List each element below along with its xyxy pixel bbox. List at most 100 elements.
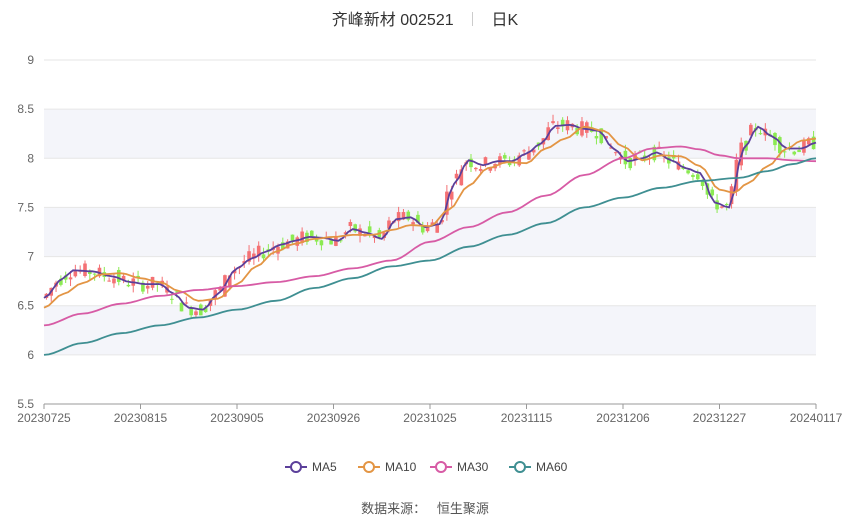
candle-body <box>474 167 478 170</box>
candle-body <box>88 270 92 274</box>
candle-body <box>319 240 324 246</box>
candle-body <box>483 157 488 165</box>
candle-body <box>213 290 218 299</box>
candle-body <box>290 234 295 241</box>
candle-body <box>242 261 247 264</box>
candle-body <box>396 212 401 222</box>
candle-body <box>440 219 444 223</box>
candle-body <box>334 237 338 246</box>
source-label: 数据来源： <box>361 501 427 516</box>
candle-body <box>758 133 763 135</box>
candle-body <box>309 230 314 237</box>
candle-body <box>420 225 425 233</box>
candle-body <box>97 267 102 277</box>
x-tick-label: 20230905 <box>210 411 264 425</box>
candle-body <box>778 137 782 154</box>
legend-label: MA10 <box>385 460 417 474</box>
period-label: 日K <box>491 12 519 29</box>
candle-body <box>218 287 222 291</box>
candle-body <box>792 151 797 155</box>
legend-label: MA30 <box>457 460 489 474</box>
candle-body <box>715 200 719 210</box>
candle-body <box>203 307 208 313</box>
candle-body <box>507 161 512 166</box>
candle-body <box>749 124 753 136</box>
candle-body <box>686 170 690 174</box>
candle-body <box>343 232 348 235</box>
stock-name-code: 齐峰新材 002521 <box>331 12 454 29</box>
plot-band <box>44 109 816 159</box>
candle-body <box>724 204 729 206</box>
candle-body <box>454 173 459 179</box>
candle-body <box>179 302 184 312</box>
ma-lines <box>43 123 817 356</box>
candle-body <box>425 225 430 232</box>
plot-bands <box>44 109 816 355</box>
candle-body <box>551 121 555 124</box>
legend-swatch-dot <box>363 461 375 473</box>
candle-body <box>729 186 734 205</box>
y-tick-label: 8.5 <box>17 102 34 116</box>
x-tick-label: 20231115 <box>501 411 553 425</box>
legend-swatch-dot <box>435 461 447 473</box>
candle-body <box>700 179 705 186</box>
candle-body <box>802 139 806 153</box>
source-name: 恒生聚源 <box>436 501 489 516</box>
candle-body <box>459 169 464 186</box>
candle-body <box>358 228 362 236</box>
candle-body <box>411 222 415 225</box>
x-tick-label: 20230926 <box>307 411 361 425</box>
candle-body <box>112 278 116 284</box>
candle-body <box>300 231 304 243</box>
candle-body <box>416 214 420 223</box>
y-tick-label: 7.5 <box>17 200 34 214</box>
candle-body <box>560 119 565 127</box>
candle-body <box>92 273 97 275</box>
candle-body <box>256 245 261 257</box>
candle-body <box>194 311 198 316</box>
candle-body <box>141 282 145 292</box>
candle-body <box>710 189 715 196</box>
candle-body <box>691 174 695 177</box>
candle-body <box>695 174 700 180</box>
candle-body <box>401 212 406 220</box>
candle-body <box>517 155 522 166</box>
y-axis: 9 8.5 8 7.5 7 6.5 6 5.5 <box>17 53 34 411</box>
candle-body <box>261 254 266 259</box>
candle-body <box>609 147 613 149</box>
candle-body <box>59 278 63 285</box>
plot-band <box>44 207 816 257</box>
candle-body <box>174 291 179 293</box>
legend-label: MA60 <box>536 460 568 474</box>
candle-body <box>232 270 237 274</box>
candle-body <box>604 136 608 139</box>
candle-body <box>170 298 174 300</box>
candle-body <box>107 280 111 282</box>
x-tick-label: 20231025 <box>403 411 457 425</box>
candle-body <box>372 236 377 239</box>
candle-body <box>116 269 121 282</box>
candle-body <box>63 275 68 280</box>
candle-body <box>599 128 604 144</box>
legend: MA5 MA10 MA30 MA60 <box>285 460 568 474</box>
candle-body <box>633 154 637 161</box>
candle-body <box>676 161 681 170</box>
y-tick-label: 7 <box>27 250 34 264</box>
candle-body <box>469 158 473 168</box>
candle-body <box>281 242 285 250</box>
candle-body <box>502 155 507 159</box>
candle-body <box>83 263 87 277</box>
y-tick-label: 6.5 <box>17 299 34 313</box>
candle-body <box>227 275 232 287</box>
candle-body <box>150 276 155 288</box>
x-tick-label: 20230815 <box>114 411 168 425</box>
candle-body <box>449 191 454 200</box>
candle-body <box>522 150 526 152</box>
candle-body <box>295 237 300 246</box>
candle-body <box>478 168 483 171</box>
legend-swatch-dot <box>290 461 302 473</box>
ma-line-ma30 <box>43 145 817 327</box>
candle-body <box>387 220 391 229</box>
candle-body <box>806 138 811 145</box>
candle-body <box>285 241 290 249</box>
